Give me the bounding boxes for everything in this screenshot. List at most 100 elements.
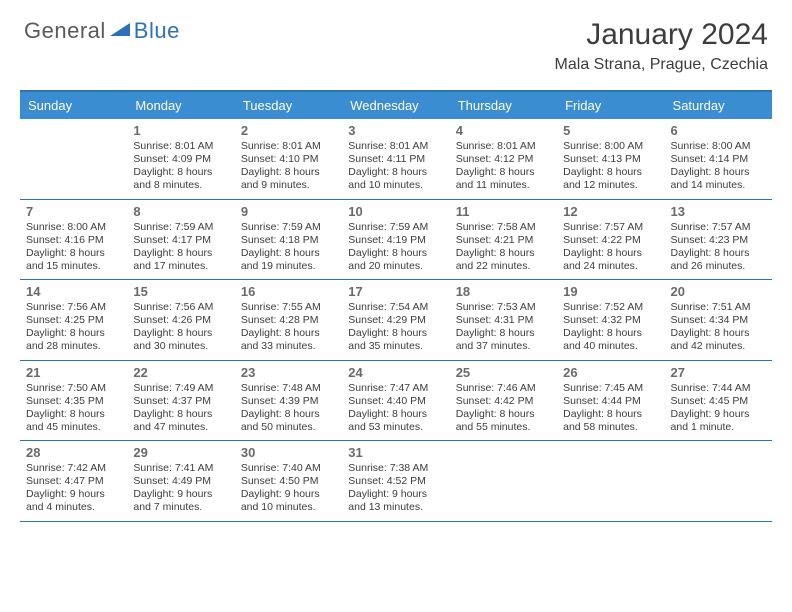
sunrise-text: Sunrise: 7:57 AM [563,221,658,234]
logo-text-blue: Blue [134,18,180,44]
daylight-text: Daylight: 8 hours and 17 minutes. [133,247,228,273]
calendar-day [665,441,772,521]
daylight-text: Daylight: 8 hours and 28 minutes. [26,327,121,353]
daylight-text: Daylight: 8 hours and 35 minutes. [348,327,443,353]
calendar-day: 20Sunrise: 7:51 AMSunset: 4:34 PMDayligh… [665,280,772,360]
sunset-text: Sunset: 4:52 PM [348,475,443,488]
sunset-text: Sunset: 4:22 PM [563,234,658,247]
sunset-text: Sunset: 4:12 PM [456,153,551,166]
day-number: 5 [563,123,658,138]
dayname-header: Wednesday [342,92,449,119]
day-number: 10 [348,204,443,219]
calendar-day: 4Sunrise: 8:01 AMSunset: 4:12 PMDaylight… [450,119,557,199]
day-number: 18 [456,284,551,299]
daylight-text: Daylight: 8 hours and 19 minutes. [241,247,336,273]
sunrise-text: Sunrise: 7:46 AM [456,382,551,395]
calendar-day: 18Sunrise: 7:53 AMSunset: 4:31 PMDayligh… [450,280,557,360]
calendar-day: 15Sunrise: 7:56 AMSunset: 4:26 PMDayligh… [127,280,234,360]
daylight-text: Daylight: 9 hours and 7 minutes. [133,488,228,514]
sunrise-text: Sunrise: 7:54 AM [348,301,443,314]
calendar-week: 21Sunrise: 7:50 AMSunset: 4:35 PMDayligh… [20,361,772,442]
day-number: 12 [563,204,658,219]
calendar-day: 16Sunrise: 7:55 AMSunset: 4:28 PMDayligh… [235,280,342,360]
day-number: 17 [348,284,443,299]
sunrise-text: Sunrise: 7:47 AM [348,382,443,395]
calendar-day: 3Sunrise: 8:01 AMSunset: 4:11 PMDaylight… [342,119,449,199]
calendar-day: 25Sunrise: 7:46 AMSunset: 4:42 PMDayligh… [450,361,557,441]
daylight-text: Daylight: 8 hours and 58 minutes. [563,408,658,434]
daylight-text: Daylight: 8 hours and 24 minutes. [563,247,658,273]
sunset-text: Sunset: 4:10 PM [241,153,336,166]
sunset-text: Sunset: 4:31 PM [456,314,551,327]
sunrise-text: Sunrise: 7:42 AM [26,462,121,475]
dayname-header: Saturday [665,92,772,119]
sunrise-text: Sunrise: 7:45 AM [563,382,658,395]
sunset-text: Sunset: 4:44 PM [563,395,658,408]
dayname-header: Friday [557,92,664,119]
calendar-week: 28Sunrise: 7:42 AMSunset: 4:47 PMDayligh… [20,441,772,522]
calendar-day: 28Sunrise: 7:42 AMSunset: 4:47 PMDayligh… [20,441,127,521]
day-number: 26 [563,365,658,380]
daylight-text: Daylight: 8 hours and 15 minutes. [26,247,121,273]
sunset-text: Sunset: 4:25 PM [26,314,121,327]
sunrise-text: Sunrise: 7:48 AM [241,382,336,395]
calendar-day: 7Sunrise: 8:00 AMSunset: 4:16 PMDaylight… [20,200,127,280]
daylight-text: Daylight: 8 hours and 11 minutes. [456,166,551,192]
calendar-day: 22Sunrise: 7:49 AMSunset: 4:37 PMDayligh… [127,361,234,441]
calendar-day: 24Sunrise: 7:47 AMSunset: 4:40 PMDayligh… [342,361,449,441]
day-number: 1 [133,123,228,138]
sunrise-text: Sunrise: 8:01 AM [348,140,443,153]
day-number: 16 [241,284,336,299]
day-number: 27 [671,365,766,380]
calendar-day: 2Sunrise: 8:01 AMSunset: 4:10 PMDaylight… [235,119,342,199]
daylight-text: Daylight: 8 hours and 22 minutes. [456,247,551,273]
day-number: 7 [26,204,121,219]
logo-triangle-icon [110,20,130,43]
sunset-text: Sunset: 4:29 PM [348,314,443,327]
sunset-text: Sunset: 4:28 PM [241,314,336,327]
day-number: 3 [348,123,443,138]
dayname-header: Monday [127,92,234,119]
sunset-text: Sunset: 4:13 PM [563,153,658,166]
sunset-text: Sunset: 4:17 PM [133,234,228,247]
calendar-day: 31Sunrise: 7:38 AMSunset: 4:52 PMDayligh… [342,441,449,521]
calendar-day: 1Sunrise: 8:01 AMSunset: 4:09 PMDaylight… [127,119,234,199]
day-number: 30 [241,445,336,460]
calendar-day: 13Sunrise: 7:57 AMSunset: 4:23 PMDayligh… [665,200,772,280]
sunrise-text: Sunrise: 7:44 AM [671,382,766,395]
calendar-week: 1Sunrise: 8:01 AMSunset: 4:09 PMDaylight… [20,119,772,200]
sunset-text: Sunset: 4:45 PM [671,395,766,408]
daylight-text: Daylight: 9 hours and 13 minutes. [348,488,443,514]
daylight-text: Daylight: 8 hours and 26 minutes. [671,247,766,273]
calendar-week: 7Sunrise: 8:00 AMSunset: 4:16 PMDaylight… [20,200,772,281]
sunrise-text: Sunrise: 7:56 AM [133,301,228,314]
calendar-day: 9Sunrise: 7:59 AMSunset: 4:18 PMDaylight… [235,200,342,280]
sunrise-text: Sunrise: 7:49 AM [133,382,228,395]
daylight-text: Daylight: 8 hours and 12 minutes. [563,166,658,192]
day-number: 20 [671,284,766,299]
sunset-text: Sunset: 4:23 PM [671,234,766,247]
day-number: 14 [26,284,121,299]
calendar-day: 5Sunrise: 8:00 AMSunset: 4:13 PMDaylight… [557,119,664,199]
calendar-day: 17 Sunrise: 7:54 AMSunset: 4:29 PMDayligh… [342,280,449,360]
day-number: 11 [456,204,551,219]
sunrise-text: Sunrise: 7:55 AM [241,301,336,314]
calendar-day: 8Sunrise: 7:59 AMSunset: 4:17 PMDaylight… [127,200,234,280]
daylight-text: Daylight: 8 hours and 14 minutes. [671,166,766,192]
day-number: 4 [456,123,551,138]
day-number: 25 [456,365,551,380]
calendar-day: 12 Sunrise: 7:57 AMSunset: 4:22 PMDayligh… [557,200,664,280]
sunset-text: Sunset: 4:09 PM [133,153,228,166]
dayname-header: Thursday [450,92,557,119]
sunrise-text: Sunrise: 8:01 AM [133,140,228,153]
calendar-day: 10Sunrise: 7:59 AMSunset: 4:19 PMDayligh… [342,200,449,280]
sunrise-text: Sunrise: 8:01 AM [241,140,336,153]
calendar: SundayMondayTuesdayWednesdayThursdayFrid… [20,90,772,522]
daylight-text: Daylight: 8 hours and 53 minutes. [348,408,443,434]
sunrise-text: Sunrise: 7:59 AM [241,221,336,234]
calendar-day: 21Sunrise: 7:50 AMSunset: 4:35 PMDayligh… [20,361,127,441]
sunrise-text: Sunrise: 8:00 AM [26,221,121,234]
location-subtitle: Mala Strana, Prague, Czechia [555,56,768,74]
calendar-day: 6Sunrise: 8:00 AMSunset: 4:14 PMDaylight… [665,119,772,199]
day-number: 31 [348,445,443,460]
